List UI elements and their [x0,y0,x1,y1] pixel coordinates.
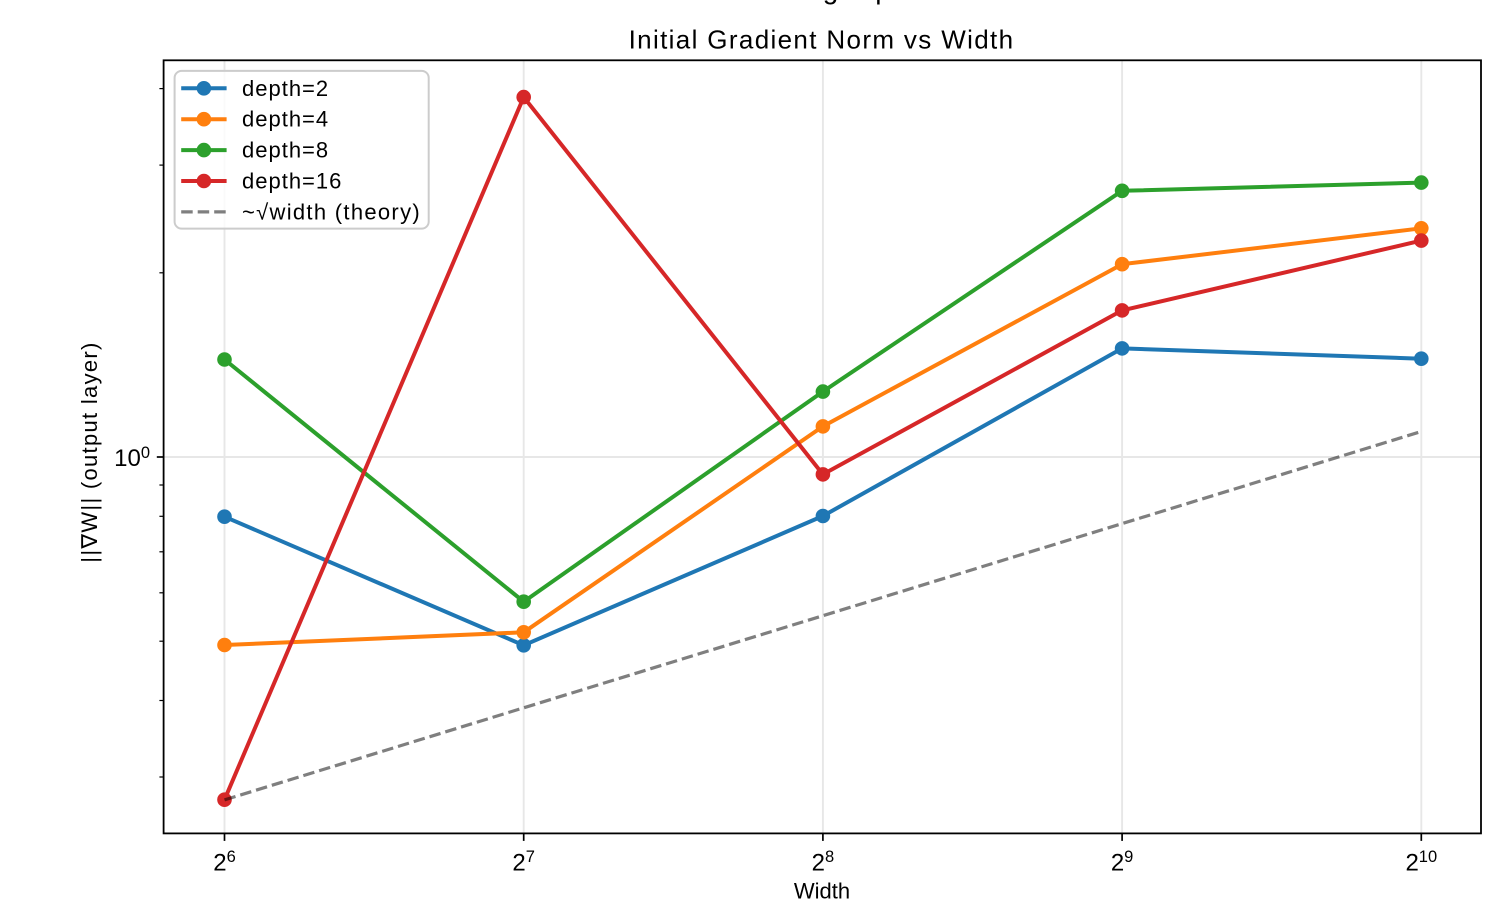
svg-text:28: 28 [812,848,835,877]
svg-text:depth=2: depth=2 [242,76,329,101]
svg-text:Width: Width [794,879,850,904]
svg-text:g: g [823,0,839,5]
svg-text:210: 210 [1405,848,1437,877]
svg-text:Initial Gradient Norm vs Width: Initial Gradient Norm vs Width [629,24,1015,54]
svg-text:depth=4: depth=4 [242,107,329,132]
svg-text:depth=8: depth=8 [242,138,329,163]
svg-text:100: 100 [114,444,150,472]
svg-text:27: 27 [512,848,535,877]
svg-text:p: p [875,0,891,5]
svg-text:depth=16: depth=16 [242,169,342,194]
svg-text:26: 26 [213,848,236,877]
svg-text:||∇W|| (output layer): ||∇W|| (output layer) [77,341,102,562]
svg-text:29: 29 [1111,848,1134,877]
svg-text:~√width (theory): ~√width (theory) [242,199,421,224]
